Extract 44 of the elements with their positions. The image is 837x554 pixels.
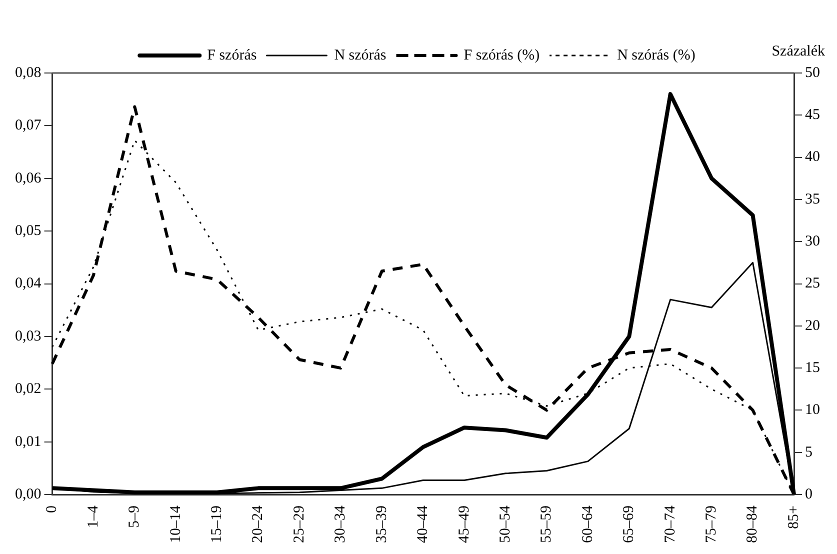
x-tick-label: 15–19 (209, 506, 226, 543)
x-tick-label: 75–79 (704, 506, 720, 543)
y2-tick-label: 30 (805, 234, 820, 250)
x-tick-label: 30–34 (332, 505, 349, 543)
x-tick-label: 80–84 (744, 505, 761, 543)
y2-tick-label: 45 (805, 107, 820, 124)
y-tick-label: 0,06 (15, 170, 42, 186)
legend-label: N szórás (334, 47, 386, 64)
x-tick-label: 35–39 (374, 506, 390, 543)
y2-tick-label: 40 (805, 149, 820, 166)
x-tick-label: 45–49 (456, 506, 472, 543)
legend-label: F szórás (%) (464, 47, 540, 64)
x-tick-label: 25–29 (291, 506, 308, 543)
y2-tick-label: 35 (805, 191, 820, 208)
y2-tick-label: 5 (805, 444, 812, 460)
y-tick-label: 0,03 (15, 328, 42, 344)
y2-tick-label: 25 (805, 276, 820, 292)
x-tick-label: 70–74 (662, 505, 678, 543)
x-tick-label: 1–4 (85, 505, 102, 528)
x-tick-label: 65–69 (621, 506, 638, 543)
x-tick-label: 85+ (786, 506, 802, 529)
y-tick-label: 0,08 (15, 64, 42, 81)
y2-tick-label: 10 (805, 402, 820, 418)
legend-label: F szórás (207, 47, 257, 64)
x-tick-label: 10–14 (168, 505, 184, 543)
y-tick-label: 0,02 (15, 381, 42, 398)
y2-tick-label: 50 (805, 64, 820, 81)
y2-axis-title: Százalék (772, 43, 826, 60)
y-tick-label: 0,00 (15, 486, 42, 502)
y2-tick-label: 20 (805, 318, 820, 334)
x-tick-label: 5–9 (126, 506, 143, 528)
x-tick-label: 50–54 (497, 505, 514, 543)
x-tick-label: 40–44 (415, 505, 432, 543)
legend-label: N szórás (%) (617, 47, 696, 64)
y-tick-label: 0,07 (15, 118, 42, 134)
x-tick-label: 55–59 (538, 506, 555, 543)
y-tick-label: 0,04 (15, 276, 42, 292)
y2-tick-label: 15 (805, 360, 820, 376)
y2-tick-label: 0 (805, 486, 812, 502)
x-tick-label: 0 (44, 506, 60, 513)
x-tick-label: 20–24 (250, 505, 266, 543)
y-tick-label: 0,01 (15, 434, 42, 450)
x-tick-label: 60–64 (580, 505, 596, 543)
y-tick-label: 0,05 (15, 223, 42, 239)
